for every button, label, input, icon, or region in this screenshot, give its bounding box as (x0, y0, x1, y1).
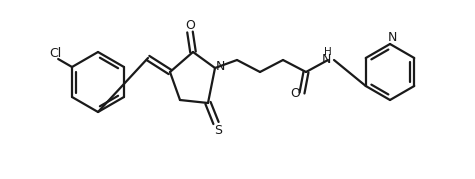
Text: O: O (290, 86, 300, 100)
Text: S: S (214, 125, 222, 137)
Text: N: N (387, 30, 397, 43)
Text: Cl: Cl (49, 47, 61, 59)
Text: H: H (324, 47, 332, 57)
Text: N: N (321, 52, 331, 66)
Text: N: N (215, 59, 225, 72)
Text: O: O (185, 18, 195, 32)
